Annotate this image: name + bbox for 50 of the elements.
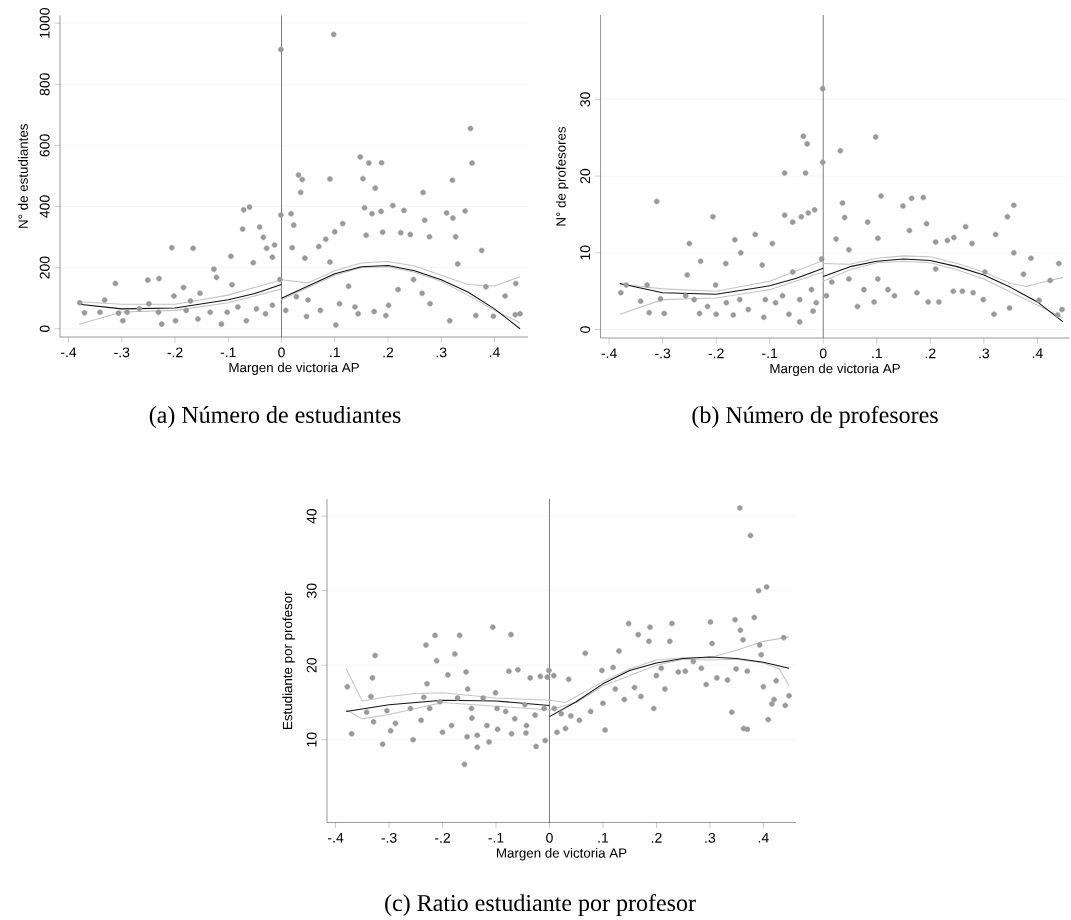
x-tick-label: .2 bbox=[383, 347, 394, 358]
y-axis-title: N° de profesores bbox=[555, 126, 569, 226]
y-tick-label: 40 bbox=[306, 508, 317, 524]
y-tick-label: 800 bbox=[39, 73, 50, 96]
y-tick-label: 20 bbox=[580, 168, 591, 184]
y-tick-label: 0 bbox=[580, 326, 591, 333]
x-tick-label: .2 bbox=[651, 832, 662, 843]
x-tick-label: -.3 bbox=[655, 348, 671, 359]
x-tick-label: -.1 bbox=[220, 347, 236, 358]
x-tick-label: .4 bbox=[1032, 348, 1043, 359]
y-tick-label: 0 bbox=[39, 325, 50, 333]
x-axis-title: Margen de victoria AP bbox=[770, 363, 900, 376]
x-tick-label: .3 bbox=[436, 347, 447, 358]
x-tick-label: -.1 bbox=[488, 832, 504, 843]
x-tick-label: .4 bbox=[489, 347, 500, 358]
x-tick-label: .2 bbox=[925, 348, 936, 359]
y-tick-label: 400 bbox=[39, 195, 50, 218]
y-tick-label: 10 bbox=[580, 245, 591, 260]
x-tick-label: 0 bbox=[546, 832, 553, 843]
x-tick-label: -.4 bbox=[601, 348, 617, 359]
x-axis-title: Margen de victoria AP bbox=[229, 362, 359, 375]
x-tick-label: -.4 bbox=[60, 347, 77, 358]
x-tick-label: -.3 bbox=[381, 832, 397, 843]
x-tick-label: .3 bbox=[979, 348, 990, 359]
x-tick-label: -.2 bbox=[708, 348, 724, 359]
x-tick-label: -.2 bbox=[167, 347, 183, 358]
y-tick-label: 30 bbox=[580, 92, 591, 107]
y-tick-label: 600 bbox=[39, 134, 50, 157]
x-axis-title: Margen de victoria AP bbox=[497, 847, 627, 861]
x-tick-label: -.2 bbox=[434, 832, 450, 843]
y-tick-label: 30 bbox=[306, 583, 317, 598]
x-tick-label: -.1 bbox=[762, 348, 778, 359]
text: (b) Número de profesores bbox=[692, 405, 938, 428]
x-tick-label: 0 bbox=[819, 348, 827, 359]
x-tick-label: 0 bbox=[278, 347, 285, 358]
x-tick-label: -.3 bbox=[114, 347, 130, 358]
y-tick-label: 20 bbox=[306, 657, 317, 673]
x-tick-label: .4 bbox=[758, 832, 769, 843]
x-tick-label: .1 bbox=[872, 348, 882, 359]
y-tick-label: 10 bbox=[306, 732, 317, 747]
x-tick-label: .3 bbox=[705, 832, 716, 843]
y-tick-label: 200 bbox=[39, 256, 50, 279]
y-axis-title: N° de estudiantes bbox=[18, 124, 28, 228]
text: (a) Número de estudiantes bbox=[149, 406, 401, 428]
x-tick-label: .1 bbox=[598, 832, 609, 843]
y-tick-label: 1000 bbox=[39, 8, 50, 38]
x-tick-label: .1 bbox=[330, 347, 340, 358]
x-tick-label: -.4 bbox=[328, 832, 344, 843]
y-axis-title: Estudiante por profesor bbox=[282, 591, 295, 729]
text: (c) Ratio estudiante por profesor bbox=[385, 893, 696, 916]
